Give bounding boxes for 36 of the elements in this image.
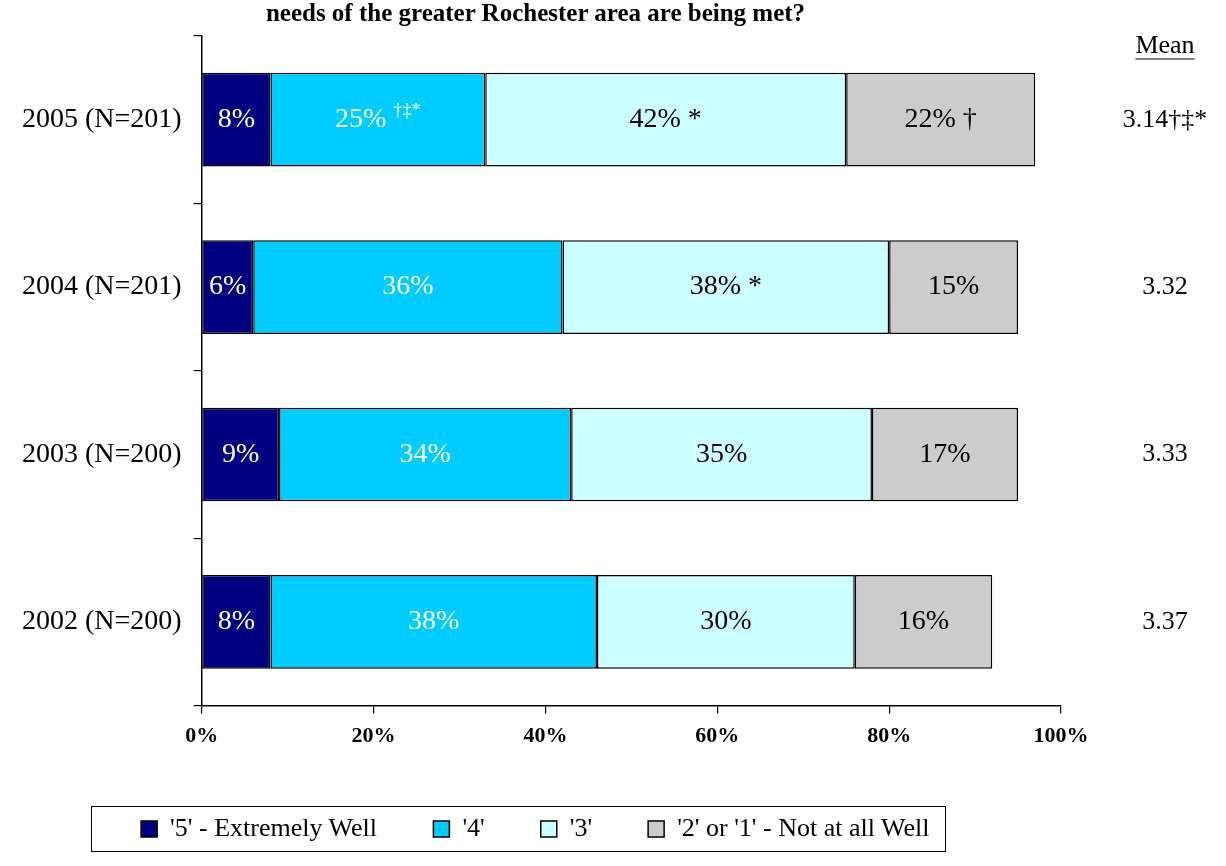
x-tick-label: 20% xyxy=(351,722,396,748)
data-label: 34% xyxy=(399,436,451,468)
data-label: 6% xyxy=(209,269,247,301)
legend-label: '3' xyxy=(569,812,593,842)
data-label: 17% xyxy=(919,436,971,468)
chart-title: needs of the greater Rochester area are being met? xyxy=(265,0,806,27)
legend-label: '5' - Extremely Well xyxy=(170,812,377,842)
data-label: 38% * xyxy=(689,269,763,301)
data-label: 16% xyxy=(897,604,950,636)
text: 3.33 xyxy=(1142,438,1188,468)
x-tick-label: 60% xyxy=(695,722,740,748)
text: 3.32 xyxy=(1142,270,1188,300)
data-label: 9% xyxy=(221,436,260,468)
data-label: 30% xyxy=(700,604,752,636)
data-label: 42% * xyxy=(629,102,702,134)
data-label: 38% xyxy=(408,604,460,636)
y-tick-label: 2005 (N=201) xyxy=(21,102,182,134)
text: 3.14†‡* xyxy=(1122,103,1208,133)
y-tick-label: 2002 (N=200) xyxy=(21,604,182,636)
data-label: 35% xyxy=(695,436,748,468)
x-tick-label: 0% xyxy=(185,722,219,748)
legend-label: '4' xyxy=(462,812,485,842)
x-tick-label: 100% xyxy=(1033,722,1089,748)
text: Mean xyxy=(1135,29,1195,59)
data-label: 36% xyxy=(382,269,434,301)
legend-label: '2' or '1' - Not at all Well xyxy=(677,812,930,842)
data-label: 8% xyxy=(217,604,255,636)
y-tick-label: 2003 (N=200) xyxy=(21,436,182,468)
x-tick-label: 40% xyxy=(523,722,568,748)
y-tick-label: 2004 (N=201) xyxy=(21,269,182,301)
data-label: 15% xyxy=(927,269,980,301)
data-label: 25% †‡* xyxy=(335,100,421,134)
data-label: 8% xyxy=(217,102,255,134)
data-label: 22% † xyxy=(904,102,977,134)
x-tick-label: 80% xyxy=(867,722,912,748)
text: 3.37 xyxy=(1142,605,1188,635)
